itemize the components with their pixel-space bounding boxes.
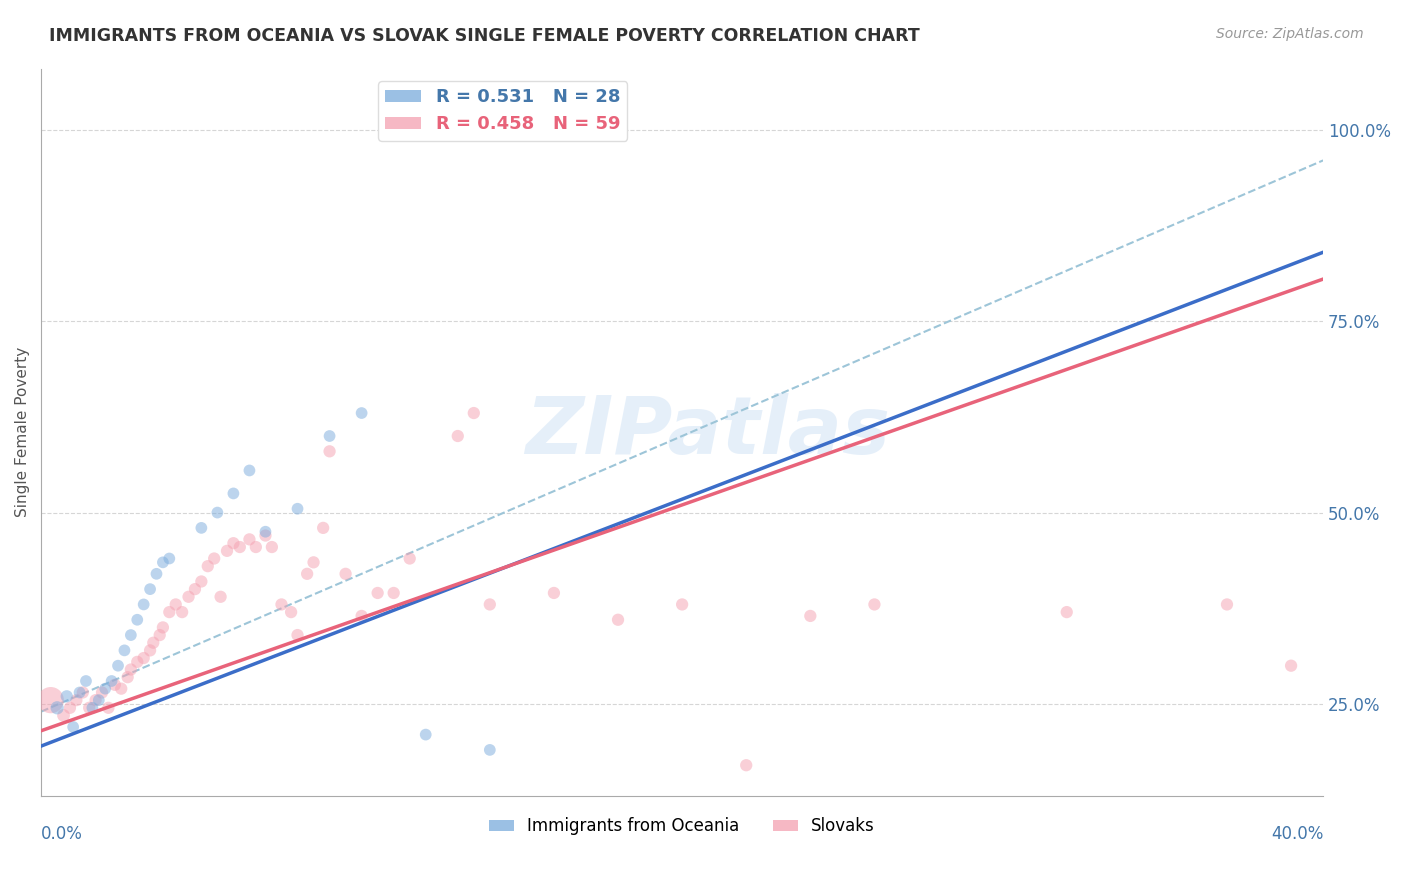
Point: [84, 693, 107, 707]
Point: [77, 700, 100, 714]
Point: [260, 540, 283, 554]
Point: [287, 628, 309, 642]
Point: [238, 463, 260, 477]
Point: [65, 693, 87, 707]
Point: [222, 486, 245, 500]
Point: [152, 620, 174, 634]
Point: [52, 708, 75, 723]
Point: [197, 559, 219, 574]
Point: [287, 501, 309, 516]
Point: [157, 605, 180, 619]
Point: [72, 685, 94, 699]
Point: [295, 566, 318, 581]
Point: [91, 685, 114, 699]
Point: [1279, 658, 1302, 673]
Point: [202, 551, 225, 566]
Point: [254, 528, 277, 542]
Point: [350, 609, 373, 624]
Point: [142, 636, 165, 650]
Point: [100, 673, 122, 688]
Point: [97, 700, 120, 714]
Point: [132, 598, 155, 612]
Point: [367, 586, 389, 600]
Point: [117, 670, 139, 684]
Point: [172, 605, 194, 619]
Point: [190, 574, 212, 589]
Point: [39, 693, 62, 707]
Point: [177, 590, 200, 604]
Point: [127, 613, 149, 627]
Point: [139, 582, 162, 596]
Point: [120, 628, 142, 642]
Point: [110, 681, 132, 696]
Point: [318, 429, 340, 443]
Point: [152, 555, 174, 569]
Point: [607, 613, 630, 627]
Point: [270, 598, 292, 612]
Point: [1056, 605, 1078, 619]
Point: [184, 582, 207, 596]
Point: [254, 524, 277, 539]
Point: [82, 700, 104, 714]
Point: [69, 685, 91, 699]
Text: ZIPatlas: ZIPatlas: [526, 393, 890, 471]
Point: [415, 728, 437, 742]
Point: [478, 598, 501, 612]
Point: [671, 598, 693, 612]
Point: [94, 681, 117, 696]
Point: [75, 673, 97, 688]
Point: [209, 590, 232, 604]
Point: [312, 521, 335, 535]
Point: [46, 700, 69, 714]
Point: [245, 540, 267, 554]
Point: [59, 700, 82, 714]
Point: [139, 643, 162, 657]
Text: 0.0%: 0.0%: [41, 825, 83, 843]
Point: [107, 658, 129, 673]
Point: [543, 586, 565, 600]
Point: [1216, 598, 1239, 612]
Point: [127, 655, 149, 669]
Point: [55, 690, 77, 704]
Point: [382, 586, 405, 600]
Text: IMMIGRANTS FROM OCEANIA VS SLOVAK SINGLE FEMALE POVERTY CORRELATION CHART: IMMIGRANTS FROM OCEANIA VS SLOVAK SINGLE…: [49, 27, 920, 45]
Point: [165, 598, 187, 612]
Point: [447, 429, 470, 443]
Text: Source: ZipAtlas.com: Source: ZipAtlas.com: [1216, 27, 1364, 41]
Point: [190, 521, 212, 535]
Point: [157, 551, 180, 566]
Point: [114, 643, 136, 657]
Point: [62, 720, 84, 734]
Point: [335, 566, 357, 581]
Point: [229, 540, 252, 554]
Point: [132, 651, 155, 665]
Point: [318, 444, 340, 458]
Point: [104, 678, 127, 692]
Legend: Immigrants from Oceania, Slovaks: Immigrants from Oceania, Slovaks: [482, 811, 882, 842]
Point: [149, 628, 172, 642]
Point: [120, 663, 142, 677]
Point: [478, 743, 501, 757]
Point: [280, 605, 302, 619]
Point: [145, 566, 167, 581]
Point: [238, 533, 260, 547]
Point: [302, 555, 325, 569]
Point: [207, 506, 229, 520]
Point: [222, 536, 245, 550]
Point: [398, 551, 420, 566]
Point: [463, 406, 485, 420]
Point: [863, 598, 886, 612]
Point: [735, 758, 758, 772]
Point: [799, 609, 821, 624]
Point: [87, 693, 110, 707]
Point: [215, 544, 238, 558]
Y-axis label: Single Female Poverty: Single Female Poverty: [15, 347, 30, 517]
Text: 40.0%: 40.0%: [1271, 825, 1323, 843]
Point: [350, 406, 373, 420]
